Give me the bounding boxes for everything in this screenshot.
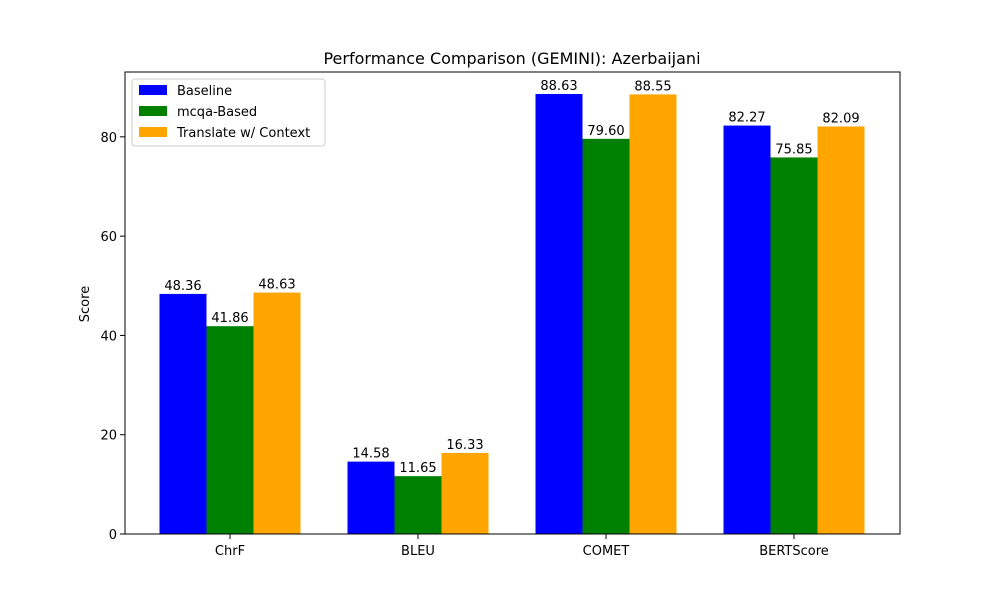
legend-swatch-translate-w-context — [139, 127, 167, 137]
bar-baseline-bertscore — [723, 125, 771, 534]
data-label-baseline-comet: 88.63 — [540, 79, 577, 94]
legend-frame — [131, 78, 326, 147]
x-tick-label-comet: COMET — [583, 544, 630, 559]
legend-label-translate-w-context: Translate w/ Context — [176, 126, 310, 141]
chart-title: Performance Comparison (GEMINI): Azerbai… — [323, 49, 700, 68]
data-labels-layer: 48.36 14.58 88.63 82.27 41.86 11.65 79.60 75.85… — [164, 79, 859, 476]
legend-label-baseline: Baseline — [177, 84, 232, 99]
x-tick-label-bertscore: BERTScore — [759, 544, 829, 559]
x-axis-ticks: ChrF BLEU COMET BERTScore — [215, 534, 829, 559]
bar-mcqa-based-bleu — [394, 476, 442, 534]
bar-baseline-comet — [535, 93, 583, 534]
bar-baseline-chrf — [159, 293, 207, 534]
plot-frame — [124, 71, 901, 535]
bar-mcqa-based-bertscore — [770, 157, 818, 535]
x-tick-label-bleu: BLEU — [401, 544, 435, 559]
y-tick-label: 80 — [100, 131, 117, 146]
bar-translate-w-context-bertscore — [817, 126, 865, 534]
bar-translate-w-context-comet — [629, 94, 677, 534]
y-axis-label: Score — [78, 286, 93, 322]
data-label-translate-w-context-bleu: 16.33 — [446, 438, 483, 453]
data-label-baseline-bleu: 14.58 — [352, 447, 389, 462]
y-tick-label: 0 — [109, 528, 117, 543]
legend: Baseline mcqa-Based Translate w/ Context — [131, 78, 326, 147]
bar-mcqa-based-chrf — [206, 326, 254, 534]
y-tick-label: 60 — [100, 230, 117, 245]
data-label-translate-w-context-comet: 88.55 — [634, 79, 671, 94]
bars-layer — [159, 93, 865, 535]
bar-translate-w-context-chrf — [253, 292, 301, 534]
legend-swatch-baseline — [139, 85, 167, 95]
bar-mcqa-based-comet — [582, 138, 630, 534]
legend-swatch-mcqa-based — [139, 106, 167, 116]
legend-label-mcqa-based: mcqa-Based — [177, 105, 257, 120]
data-label-mcqa-based-bertscore: 75.85 — [775, 142, 812, 157]
data-label-mcqa-based-bleu: 11.65 — [399, 461, 436, 476]
bar-baseline-bleu — [347, 461, 395, 534]
data-label-baseline-chrf: 48.36 — [164, 279, 201, 294]
bar-translate-w-context-bleu — [441, 452, 489, 534]
y-axis-ticks: 0 20 40 60 80 — [100, 131, 125, 543]
x-tick-label-chrf: ChrF — [215, 544, 245, 559]
data-label-mcqa-based-chrf: 41.86 — [211, 311, 248, 326]
data-label-baseline-bertscore: 82.27 — [728, 111, 765, 126]
y-tick-label: 40 — [100, 329, 117, 344]
data-label-translate-w-context-chrf: 48.63 — [258, 278, 295, 293]
data-label-mcqa-based-comet: 79.60 — [587, 124, 624, 139]
y-tick-label: 20 — [100, 429, 117, 444]
data-label-translate-w-context-bertscore: 82.09 — [822, 111, 859, 126]
